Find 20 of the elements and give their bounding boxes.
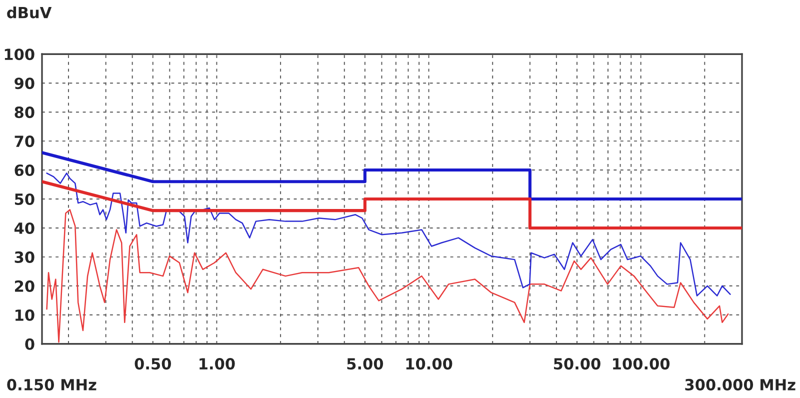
y-tick-label: 90 bbox=[14, 78, 34, 90]
text: 300.000 MHz bbox=[685, 378, 796, 390]
y-tick-label: 70 bbox=[14, 136, 34, 148]
y-tick-label: 60 bbox=[14, 164, 34, 176]
y-tick-label: 0 bbox=[25, 338, 34, 350]
y-tick-label: 30 bbox=[14, 251, 34, 263]
x-tick-label: 50.00 bbox=[554, 358, 600, 370]
y-tick-label: 40 bbox=[14, 222, 34, 234]
text: 0.150 MHz bbox=[7, 378, 96, 390]
y-axis-title: dBuV bbox=[7, 6, 52, 18]
y-tick-label: 20 bbox=[15, 280, 34, 292]
x-tick-label: 0.50 bbox=[134, 358, 171, 370]
x-tick-label: 10.00 bbox=[406, 358, 452, 370]
x-tick-label: 100.00 bbox=[613, 358, 670, 370]
y-tick-label: 10 bbox=[16, 309, 34, 321]
y-tick-label: 100 bbox=[4, 48, 34, 60]
y-tick-label: 50 bbox=[14, 193, 34, 206]
x-tick-label: 5.00 bbox=[347, 358, 384, 370]
y-tick-label: 80 bbox=[14, 106, 34, 118]
x-tick-label: 1.00 bbox=[200, 358, 235, 370]
